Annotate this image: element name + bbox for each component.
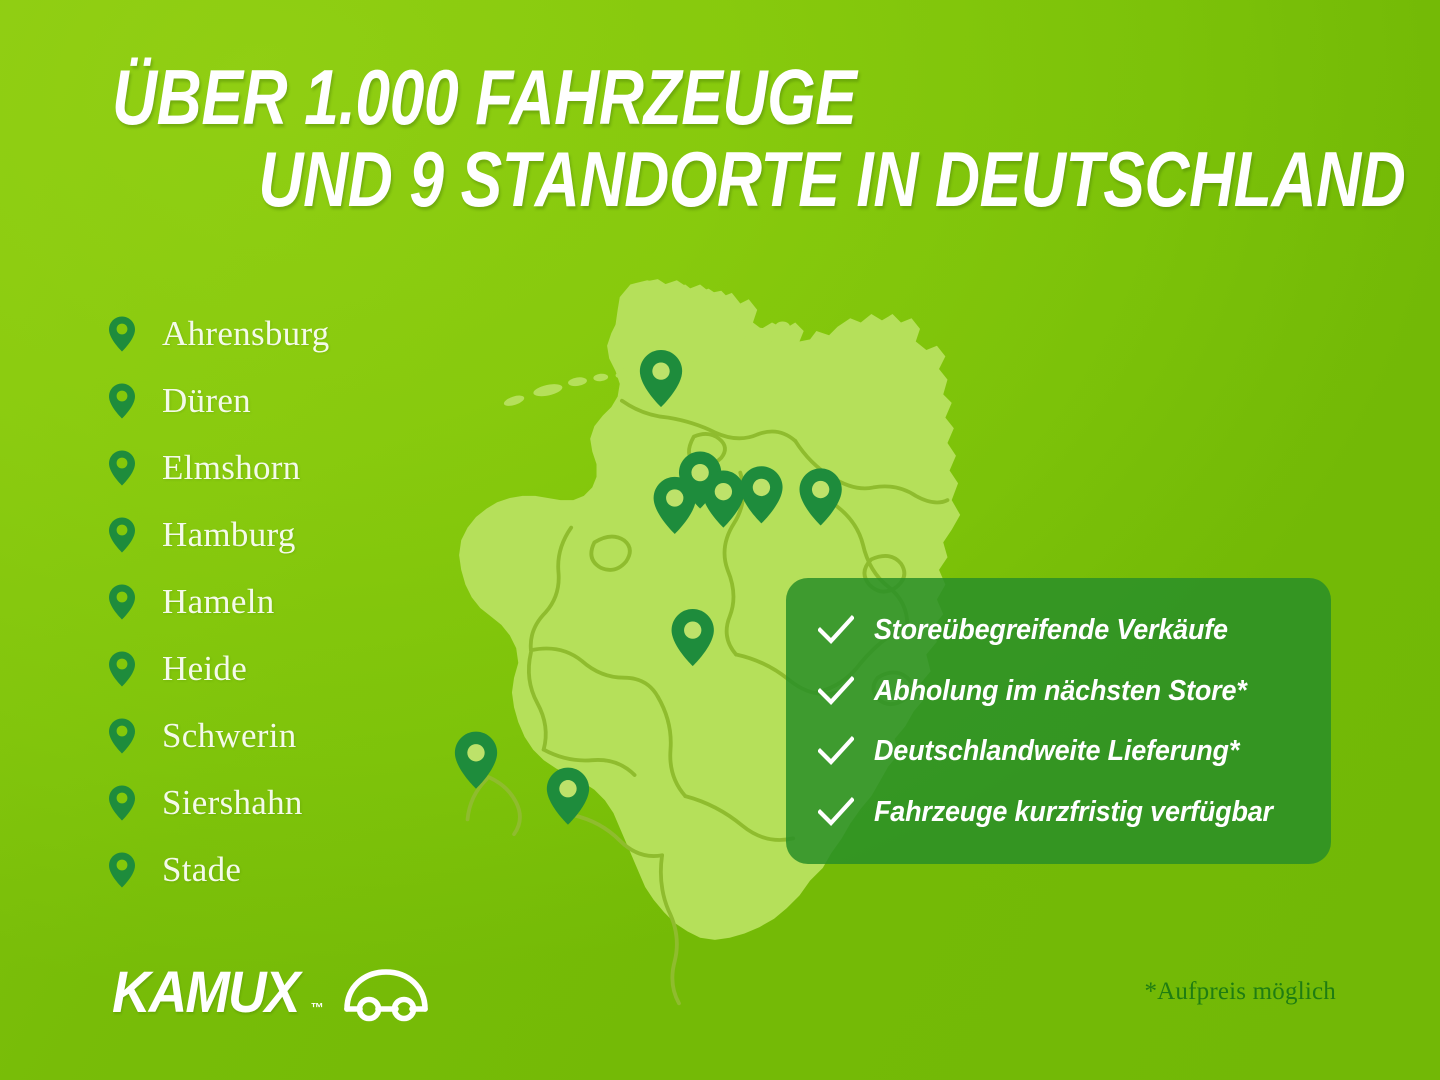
list-item[interactable]: Elmshorn (108, 434, 330, 501)
map-pin-siershahn[interactable] (546, 767, 590, 825)
map-pin-group (454, 350, 842, 825)
map-pin-dueren[interactable] (454, 731, 498, 789)
list-item[interactable]: Düren (108, 367, 330, 434)
checkmark-icon (818, 615, 854, 645)
benefit-label: Storeübegreifende Verkäufe (874, 614, 1228, 646)
list-item-label: Elmshorn (162, 448, 301, 487)
map-pin-schwerin[interactable] (799, 468, 842, 526)
map-island-4 (615, 372, 629, 379)
map-pin-elmshorn[interactable] (653, 476, 696, 534)
map-pin-icon (109, 383, 135, 418)
list-item-label: Stade (162, 850, 242, 889)
list-item-label: Heide (162, 649, 248, 688)
list-item-label: Siershahn (162, 783, 303, 822)
benefit-item: Storeübegreifende Verkäufe (818, 602, 1303, 658)
list-item-label: Düren (162, 381, 251, 420)
checkmark-icon (818, 675, 854, 705)
list-item-label: Hameln (162, 582, 275, 621)
trademark-symbol: ™ (310, 1000, 324, 1015)
map-pin-icon (109, 517, 135, 552)
headline: ÜBER 1.000 FAHRZEUGE UND 9 STANDORTE IN … (0, 53, 1406, 223)
map-pin-icon (109, 450, 135, 485)
map-island-2 (568, 377, 587, 387)
benefit-label: Abholung im nächsten Store* (874, 674, 1247, 707)
list-item[interactable]: Schwerin (108, 702, 330, 769)
brand-wordmark: KAMUX (112, 960, 300, 1025)
benefit-label: Deutschlandweite Lieferung* (874, 735, 1240, 768)
list-item[interactable]: Hameln (108, 568, 330, 635)
map-island-3 (593, 373, 609, 382)
headline-line-1: ÜBER 1.000 FAHRZEUGE (112, 53, 857, 141)
map-pin-icon (109, 852, 135, 887)
benefits-panel: Storeübegreifende Verkäufe Abholung im n… (786, 578, 1331, 864)
map-pin-icon (109, 718, 135, 753)
map-island-6 (745, 327, 774, 347)
map-pin-icon (109, 651, 135, 686)
brand-logo[interactable]: KAMUX ™ (112, 963, 432, 1023)
headline-line-2: UND 9 STANDORTE IN DEUTSCHLAND (258, 135, 1406, 223)
list-item[interactable]: Ahrensburg (108, 300, 330, 367)
map-pin-ahrensburg[interactable] (740, 466, 783, 524)
benefit-label: Fahrzeuge kurzfristig verfügbar (874, 795, 1273, 828)
list-item[interactable]: Heide (108, 635, 330, 702)
list-item[interactable]: Stade (108, 836, 330, 903)
map-pin-icon (109, 316, 135, 351)
map-island-7 (775, 321, 790, 333)
car-outline-icon (343, 969, 428, 1022)
map-pin-icon (109, 584, 135, 619)
list-item[interactable]: Siershahn (108, 769, 330, 836)
benefit-item: Fahrzeuge kurzfristig verfügbar (818, 784, 1303, 840)
list-item-label: Schwerin (162, 716, 297, 755)
checkmark-icon (818, 797, 854, 827)
map-north-peninsula (613, 280, 745, 378)
location-list: Ahrensburg Düren Elmshorn Hamburg (108, 300, 330, 903)
footnote-text: *Aufpreis möglich (1144, 978, 1336, 1005)
map-island-5 (503, 395, 525, 406)
checkmark-icon (818, 736, 854, 766)
map-island-1 (533, 384, 563, 397)
map-pin-icon (109, 785, 135, 820)
map-pin-stade[interactable] (702, 470, 745, 528)
map-pin-heide[interactable] (639, 350, 683, 408)
list-item-label: Hamburg (162, 515, 296, 554)
list-item[interactable]: Hamburg (108, 501, 330, 568)
benefit-item: Abholung im nächsten Store* (818, 663, 1303, 719)
benefit-item: Deutschlandweite Lieferung* (818, 723, 1303, 779)
list-item-label: Ahrensburg (162, 314, 330, 353)
map-pin-hameln[interactable] (671, 609, 714, 667)
